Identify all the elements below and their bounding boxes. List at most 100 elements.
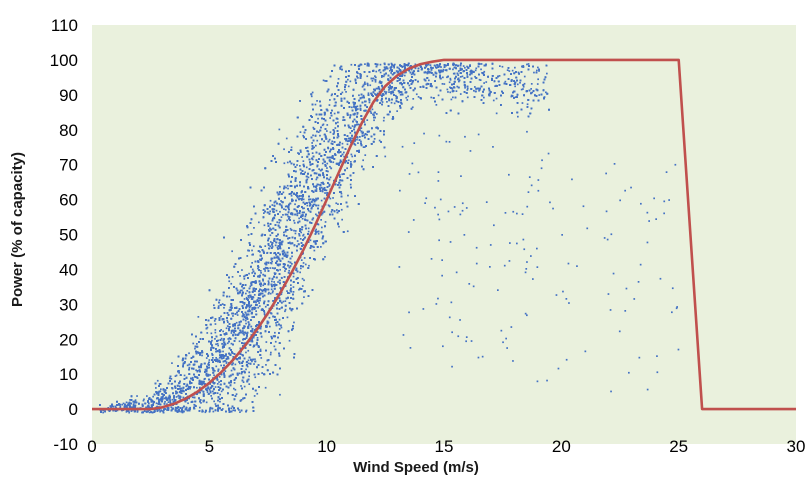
- scatter-point: [220, 329, 222, 331]
- scatter-point: [298, 217, 300, 220]
- scatter-point: [316, 165, 319, 168]
- scatter-point: [273, 267, 276, 270]
- scatter-point: [283, 231, 285, 234]
- scatter-point: [380, 94, 382, 96]
- scatter-point: [292, 286, 295, 288]
- scatter-point: [269, 199, 272, 202]
- scatter-point: [287, 260, 290, 263]
- scatter-point: [313, 203, 316, 206]
- scatter-point: [316, 139, 319, 142]
- scatter-point: [178, 385, 181, 388]
- scatter-point: [275, 209, 278, 212]
- scatter-point: [235, 321, 238, 324]
- scatter-point: [464, 86, 466, 89]
- scatter-point: [480, 68, 482, 71]
- scatter-point: [205, 357, 208, 359]
- scatter-point: [510, 95, 513, 98]
- scatter-point: [352, 95, 354, 97]
- scatter-point: [346, 140, 349, 143]
- scatter-point: [367, 92, 370, 95]
- scatter-point: [163, 397, 166, 400]
- scatter-point: [315, 144, 317, 147]
- scatter-point: [398, 67, 400, 70]
- scatter-point: [359, 136, 361, 138]
- scatter-point: [245, 332, 247, 335]
- scatter-point: [156, 379, 159, 382]
- scatter-point: [369, 84, 372, 87]
- scatter-point: [478, 89, 480, 92]
- scatter-point: [221, 357, 223, 360]
- scatter-point: [226, 319, 229, 322]
- scatter-point: [175, 396, 178, 398]
- scatter-point: [251, 249, 253, 252]
- scatter-point: [330, 142, 333, 145]
- scatter-point: [479, 79, 482, 81]
- scatter-point: [440, 66, 442, 68]
- scatter-point: [148, 402, 150, 405]
- scatter-point: [356, 113, 359, 115]
- scatter-point: [395, 97, 398, 100]
- scatter-point: [453, 72, 456, 75]
- scatter-point: [347, 85, 350, 88]
- scatter-point: [435, 104, 438, 106]
- scatter-point: [152, 402, 155, 405]
- scatter-point: [239, 362, 241, 365]
- scatter-point: [226, 342, 229, 345]
- scatter-point: [251, 268, 254, 271]
- scatter-point: [339, 68, 342, 70]
- scatter-point: [263, 224, 266, 227]
- scatter-point: [523, 75, 526, 78]
- scatter-point: [201, 409, 204, 412]
- scatter-point: [206, 332, 209, 334]
- scatter-point: [298, 288, 300, 291]
- scatter-point: [271, 267, 274, 269]
- scatter-point: [320, 186, 323, 189]
- scatter-point: [169, 399, 171, 402]
- scatter-point: [257, 266, 260, 268]
- scatter-point: [238, 372, 241, 375]
- scatter-point: [129, 399, 131, 401]
- scatter-point: [207, 375, 210, 377]
- scatter-point: [474, 75, 476, 78]
- scatter-point: [220, 364, 222, 367]
- scatter-point: [215, 365, 218, 368]
- scatter-point: [333, 131, 335, 134]
- scatter-point: [264, 268, 266, 270]
- scatter-point: [527, 63, 530, 65]
- scatter-point: [466, 87, 469, 90]
- scatter-point: [320, 199, 323, 202]
- scatter-point: [213, 370, 216, 372]
- scatter-point: [248, 375, 250, 378]
- scatter-point: [155, 402, 158, 405]
- scatter-point: [317, 232, 320, 235]
- scatter-point: [545, 91, 547, 94]
- scatter-point: [196, 386, 198, 389]
- scatter-point: [169, 400, 172, 403]
- scatter-point: [290, 290, 293, 293]
- scatter-point: [287, 187, 289, 190]
- scatter-point: [263, 212, 265, 214]
- scatter-point: [232, 325, 234, 328]
- scatter-point: [429, 64, 432, 66]
- scatter-point: [514, 85, 516, 88]
- scatter-point: [216, 392, 219, 394]
- scatter-point: [176, 391, 179, 394]
- scatter-point: [244, 274, 247, 277]
- scatter-point: [253, 395, 256, 397]
- scatter-point: [217, 339, 219, 342]
- scatter-point: [160, 409, 163, 412]
- scatter-point: [243, 385, 246, 388]
- scatter-point: [358, 94, 360, 97]
- scatter-point: [323, 140, 325, 143]
- scatter-point: [136, 395, 138, 397]
- scatter-point: [185, 406, 188, 409]
- scatter-point: [125, 401, 128, 404]
- scatter-point: [222, 330, 224, 333]
- scatter-point: [327, 204, 330, 207]
- scatter-point: [324, 135, 327, 137]
- scatter-point: [234, 363, 237, 366]
- scatter-point: [182, 364, 184, 366]
- scatter-point: [185, 385, 188, 387]
- scatter-point: [293, 219, 295, 222]
- scatter-point: [129, 406, 132, 408]
